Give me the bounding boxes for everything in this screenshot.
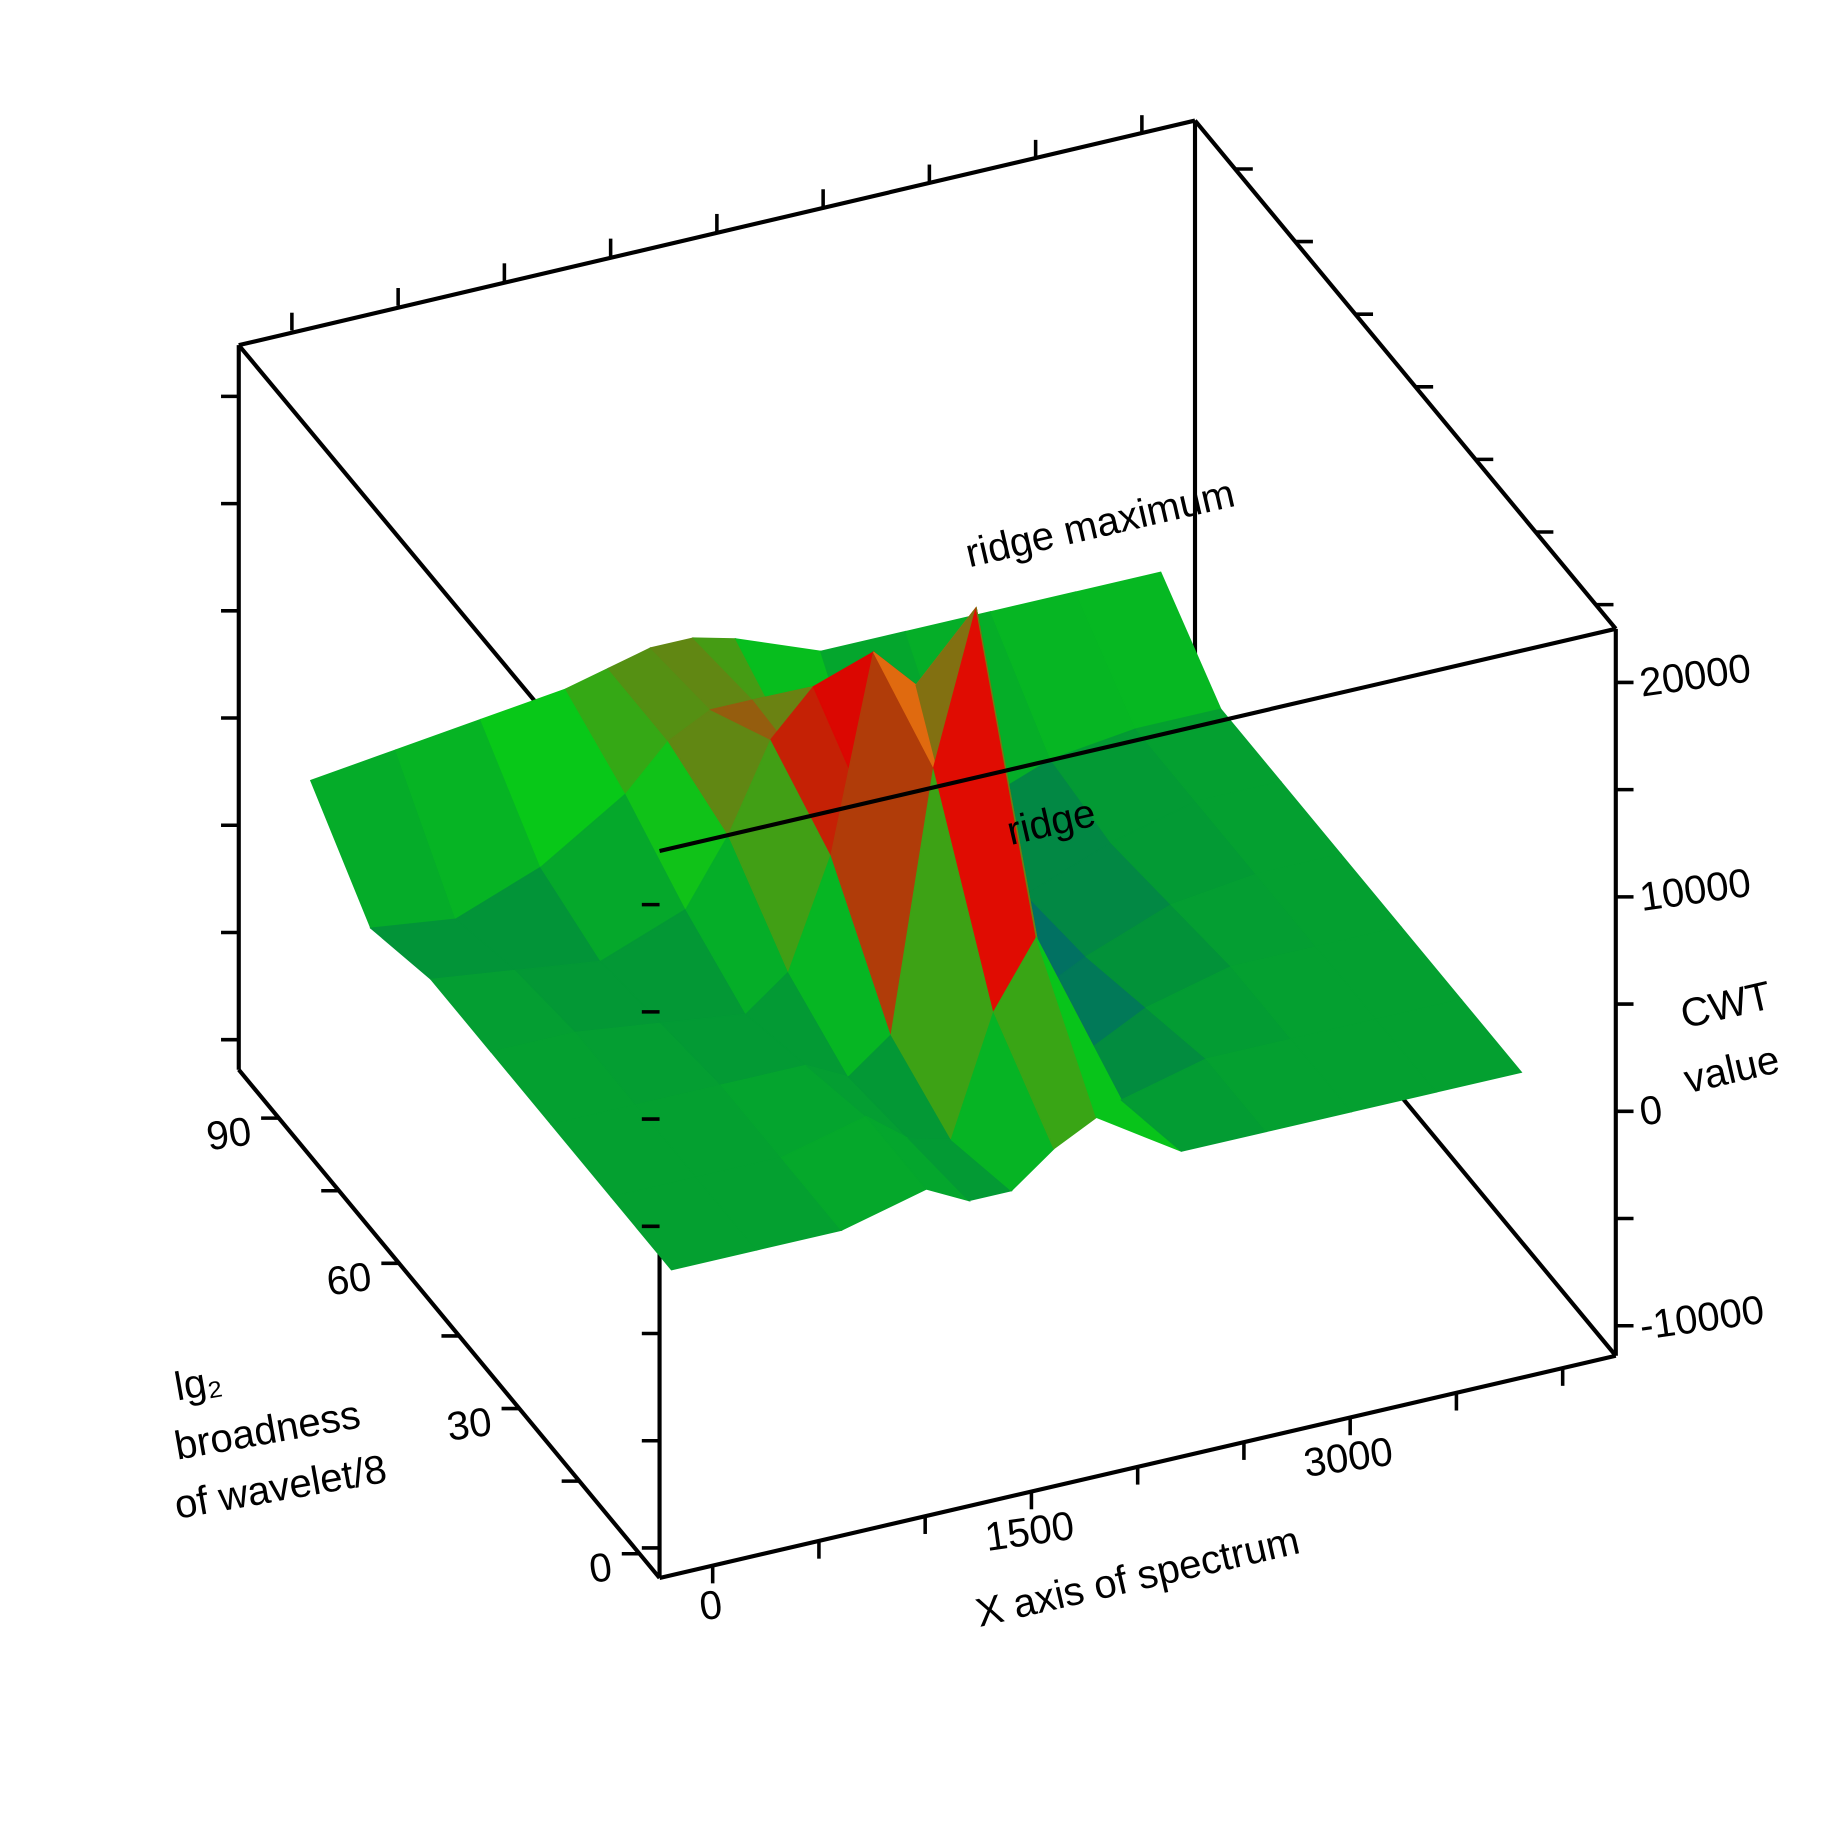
- box-edge: [1193, 119, 1618, 631]
- box-front: [659, 626, 1617, 854]
- box-edge: [659, 626, 1617, 854]
- box-edge: [237, 1068, 662, 1580]
- y-tick-label: 60: [324, 1254, 375, 1305]
- y-axis-label: lg₂: [171, 1357, 225, 1409]
- box-edge: [238, 118, 1196, 348]
- surface: [309, 571, 1523, 1271]
- surface-patch: [1375, 998, 1523, 1093]
- y-tick-label: 90: [204, 1108, 255, 1159]
- y-tick-label: 30: [444, 1399, 495, 1450]
